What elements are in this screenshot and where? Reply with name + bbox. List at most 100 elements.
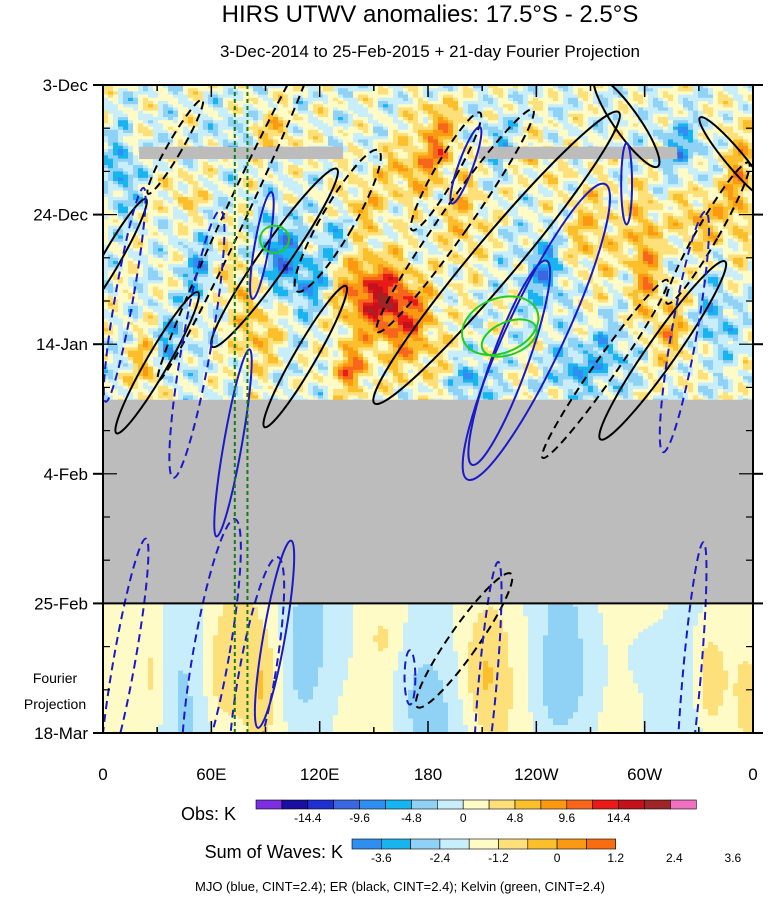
obs-cell bbox=[533, 104, 539, 108]
obs-cell bbox=[283, 123, 289, 127]
obs-cell bbox=[123, 142, 129, 147]
obs-cell bbox=[133, 152, 139, 156]
obs-cell bbox=[423, 165, 429, 169]
obs-cell bbox=[148, 107, 154, 111]
obs-cell bbox=[403, 110, 409, 115]
obs-cell bbox=[203, 101, 209, 105]
obs-cell bbox=[698, 171, 704, 175]
obs-cell bbox=[678, 149, 684, 153]
obs-cell bbox=[208, 123, 214, 127]
obs-cell bbox=[388, 171, 394, 175]
obs-cell bbox=[193, 187, 199, 191]
obs-cell bbox=[423, 203, 429, 207]
obs-cell bbox=[533, 126, 539, 131]
obs-cell bbox=[573, 110, 579, 115]
obs-cell bbox=[308, 107, 314, 111]
obs-cell bbox=[518, 101, 524, 105]
obs-cell bbox=[318, 94, 324, 99]
obs-cell bbox=[538, 113, 544, 118]
obs-cell bbox=[613, 158, 619, 163]
obs-cell bbox=[148, 184, 154, 188]
obs-cell bbox=[108, 152, 114, 156]
obs-cell bbox=[568, 161, 574, 166]
obs-cell bbox=[333, 161, 339, 166]
obs-cell bbox=[458, 181, 464, 185]
obs-cell bbox=[703, 174, 709, 179]
obs-cell bbox=[398, 117, 404, 121]
obs-cell bbox=[683, 187, 689, 191]
obs-cell bbox=[188, 101, 194, 105]
obs-cell bbox=[573, 94, 579, 99]
obs-cell bbox=[158, 136, 164, 140]
obs-cell bbox=[308, 123, 314, 127]
obs-cell bbox=[133, 120, 139, 124]
obs-cell bbox=[333, 165, 339, 169]
obs-cell bbox=[598, 94, 604, 99]
obs-cell bbox=[333, 104, 339, 108]
obs-cell bbox=[563, 177, 569, 182]
obs-cell bbox=[428, 123, 434, 127]
obs-cell bbox=[243, 184, 249, 188]
obs-cell bbox=[363, 110, 369, 115]
obs-cell bbox=[338, 107, 344, 111]
obs-cell bbox=[118, 165, 124, 169]
obs-cell bbox=[433, 149, 439, 153]
obs-cell bbox=[413, 152, 419, 156]
obs-cell bbox=[423, 91, 429, 95]
obs-cell bbox=[488, 113, 494, 118]
obs-cell bbox=[688, 161, 694, 166]
obs-cell bbox=[398, 136, 404, 140]
obs-cell bbox=[608, 158, 614, 163]
obs-cell bbox=[583, 94, 589, 99]
obs-cell bbox=[108, 161, 114, 166]
obs-cell bbox=[348, 168, 354, 172]
obs-cell bbox=[528, 168, 534, 172]
obs-cell bbox=[333, 88, 339, 92]
obs-cell bbox=[273, 129, 279, 134]
obs-cell bbox=[503, 161, 509, 166]
obs-cell bbox=[573, 133, 579, 137]
obs-cell bbox=[733, 197, 739, 201]
obs-cell bbox=[193, 181, 199, 185]
obs-cell bbox=[458, 177, 464, 182]
obs-cell bbox=[133, 181, 139, 185]
obs-cell bbox=[338, 142, 344, 147]
obs-cell bbox=[413, 142, 419, 147]
obs-cell bbox=[503, 123, 509, 127]
obs-cell bbox=[553, 136, 559, 140]
obs-cell bbox=[363, 184, 369, 188]
obs-cell bbox=[718, 113, 724, 118]
obs-cell bbox=[268, 110, 274, 115]
obs-cell bbox=[723, 142, 729, 147]
obs-cell bbox=[143, 126, 149, 131]
obs-cell bbox=[228, 181, 234, 185]
obs-cell bbox=[243, 120, 249, 124]
obs-cell bbox=[508, 139, 514, 143]
obs-cell bbox=[418, 158, 424, 163]
obs-cell bbox=[313, 94, 319, 99]
obs-cell bbox=[613, 94, 619, 99]
obs-cell bbox=[258, 177, 264, 182]
obs-cell bbox=[268, 200, 274, 204]
obs-cell bbox=[638, 126, 644, 131]
obs-cell bbox=[523, 200, 529, 204]
obs-cell bbox=[408, 117, 414, 121]
obs-cell bbox=[693, 123, 699, 127]
obs-cell bbox=[168, 101, 174, 105]
obs-cell bbox=[648, 120, 654, 124]
obs-cell bbox=[543, 120, 549, 124]
obs-cell bbox=[348, 190, 354, 195]
obs-cell bbox=[148, 113, 154, 118]
obs-cell bbox=[703, 149, 709, 153]
obs-cell bbox=[228, 123, 234, 127]
obs-cell bbox=[698, 203, 704, 207]
obs-cell bbox=[553, 165, 559, 169]
obs-cell bbox=[603, 187, 609, 191]
obs-cell bbox=[208, 193, 214, 198]
obs-cell bbox=[623, 94, 629, 99]
obs-cell bbox=[383, 113, 389, 118]
obs-cell bbox=[693, 145, 699, 150]
obs-cell bbox=[633, 129, 639, 134]
obs-cell bbox=[108, 91, 114, 95]
obs-cell bbox=[413, 168, 419, 172]
